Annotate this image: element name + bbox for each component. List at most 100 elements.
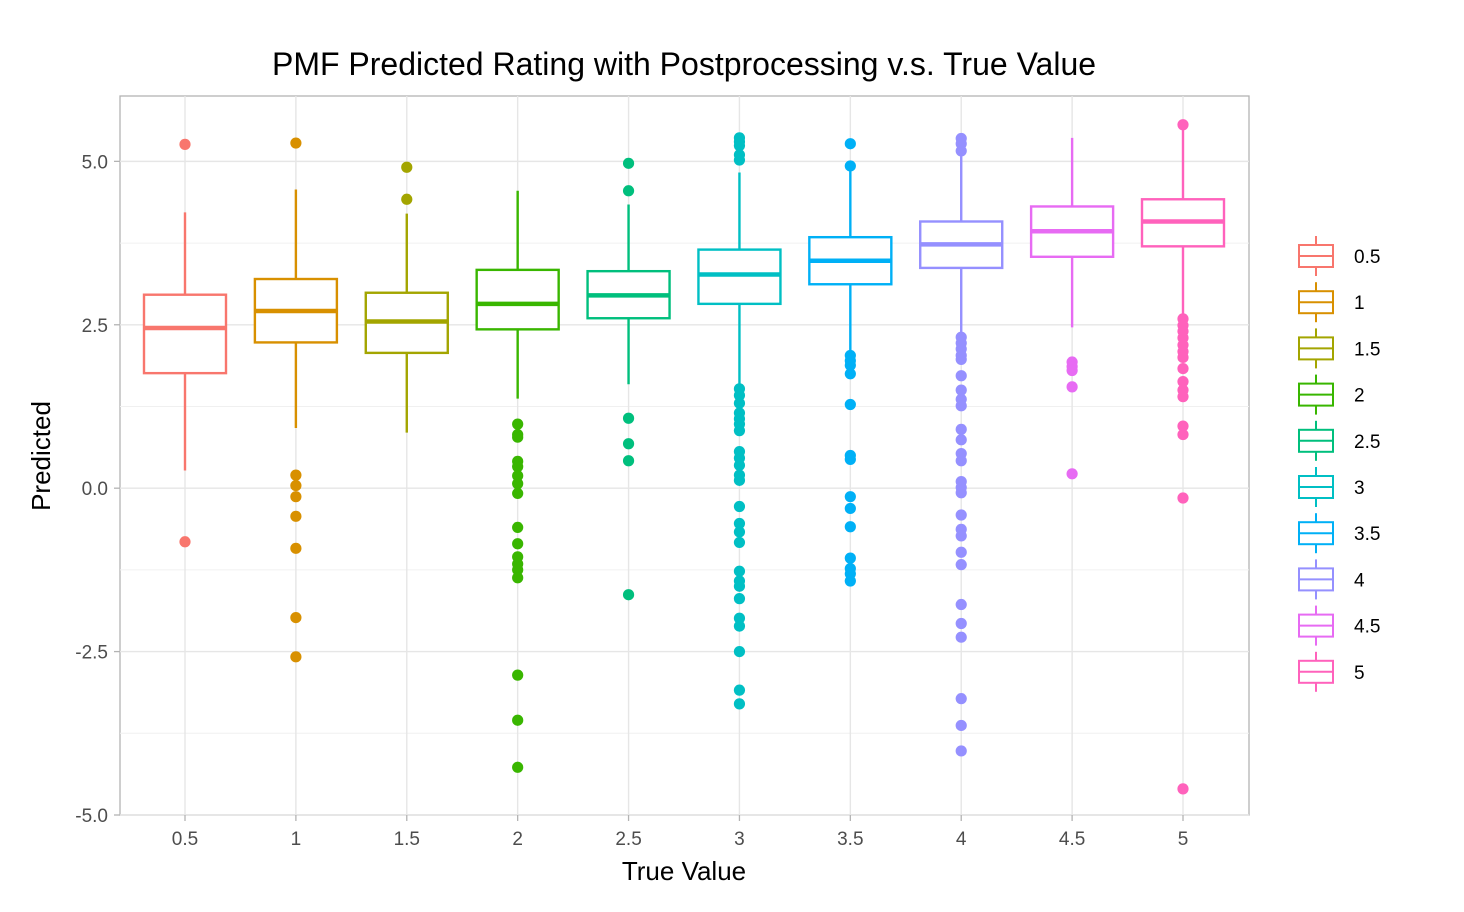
outlier-point <box>733 140 746 152</box>
outlier-point <box>290 612 302 624</box>
x-tick-label: 3 <box>734 829 745 850</box>
legend-label: 2.5 <box>1354 432 1380 453</box>
outlier-point <box>733 526 746 538</box>
legend-item-2: 2 <box>1298 374 1365 415</box>
y-axis-title: Predicted <box>26 401 56 511</box>
outlier-point <box>179 138 191 150</box>
outlier-point <box>512 714 524 726</box>
outlier-point <box>844 453 856 466</box>
outlier-point <box>512 478 524 490</box>
box-2.5 <box>586 157 671 601</box>
outlier-point <box>733 397 746 409</box>
outlier-point <box>955 530 967 542</box>
legend-item-3.5: 3.5 <box>1298 513 1380 554</box>
outlier-point <box>955 353 967 366</box>
outlier-point <box>955 546 967 558</box>
outlier-point <box>733 517 746 530</box>
outlier-point <box>1066 364 1078 377</box>
outlier-point <box>844 502 856 515</box>
legend-label: 1.5 <box>1354 339 1380 360</box>
y-tick-label: -5.0 <box>75 806 108 827</box>
outlier-point <box>955 693 967 705</box>
x-tick-label: 0.5 <box>172 829 198 850</box>
x-tick-label: 4.5 <box>1059 829 1085 850</box>
outlier-point <box>512 431 524 443</box>
legend-item-1.5: 1.5 <box>1298 328 1380 369</box>
outlier-point <box>290 469 302 481</box>
outlier-point <box>955 455 967 467</box>
outlier-point <box>1066 468 1078 480</box>
box-1.5 <box>364 161 449 433</box>
outlier-point <box>512 564 524 576</box>
box-5 <box>1140 119 1226 795</box>
outlier-point <box>179 536 191 548</box>
legend-item-4: 4 <box>1298 559 1365 600</box>
y-tick-label: 2.5 <box>82 316 108 337</box>
outlier-point <box>955 423 967 435</box>
legend-label: 1 <box>1354 293 1365 314</box>
outlier-point <box>844 398 856 411</box>
box-0.5 <box>142 138 228 548</box>
outlier-point <box>955 400 967 412</box>
x-tick-label: 2.5 <box>615 829 641 850</box>
outlier-point <box>512 470 524 482</box>
legend-label: 3.5 <box>1354 524 1380 545</box>
outlier-point <box>733 684 746 696</box>
outlier-point <box>955 145 967 157</box>
box-4.5 <box>1029 137 1115 480</box>
outlier-point <box>622 157 635 169</box>
x-tick-label: 2 <box>512 829 523 850</box>
x-tick-label: 1.5 <box>394 829 420 850</box>
outlier-point <box>733 474 746 486</box>
box-3 <box>697 132 782 710</box>
outlier-point <box>733 536 746 549</box>
legend-label: 2 <box>1354 386 1365 407</box>
outlier-point <box>401 193 413 205</box>
outlier-point <box>1177 119 1189 131</box>
outlier-point <box>733 565 746 577</box>
outlier-point <box>1066 381 1078 393</box>
box-3.5 <box>808 138 893 587</box>
outlier-point <box>844 160 856 172</box>
legend-item-1: 1 <box>1298 282 1365 323</box>
y-tick-label: -2.5 <box>75 643 108 664</box>
legend-label: 4 <box>1354 570 1365 591</box>
outlier-point <box>1177 362 1189 375</box>
outlier-point <box>512 538 524 550</box>
legend-label: 3 <box>1354 478 1365 499</box>
outlier-point <box>844 575 856 587</box>
y-tick-label: 5.0 <box>82 152 108 173</box>
outlier-point <box>1177 783 1189 795</box>
outlier-point <box>290 510 302 522</box>
outlier-point <box>622 455 635 467</box>
x-tick-label: 4 <box>956 829 967 850</box>
outlier-point <box>733 154 746 166</box>
outlier-point <box>955 631 967 643</box>
outlier-point <box>1177 420 1189 432</box>
outlier-point <box>512 487 524 500</box>
x-tick-label: 1 <box>291 829 302 850</box>
outlier-point <box>844 521 856 533</box>
outlier-point <box>290 479 302 492</box>
outlier-point <box>955 487 967 499</box>
legend-item-5: 5 <box>1298 651 1365 692</box>
outlier-point <box>622 438 635 450</box>
box-body <box>142 293 228 375</box>
outlier-point <box>1177 428 1189 441</box>
outlier-point <box>955 370 967 382</box>
outlier-point <box>512 761 524 773</box>
legend-label: 5 <box>1354 663 1365 684</box>
x-tick-label: 5 <box>1178 829 1189 850</box>
outlier-point <box>733 580 746 592</box>
outlier-point <box>733 612 746 624</box>
outlier-point <box>955 745 967 757</box>
boxes-layer <box>142 119 1226 795</box>
outlier-point <box>512 461 524 473</box>
outlier-point <box>733 459 746 471</box>
box-body <box>697 248 782 306</box>
outlier-point <box>512 572 524 584</box>
box-body <box>475 268 560 331</box>
outlier-point <box>844 552 856 564</box>
x-axis-title: True Value <box>622 856 746 886</box>
